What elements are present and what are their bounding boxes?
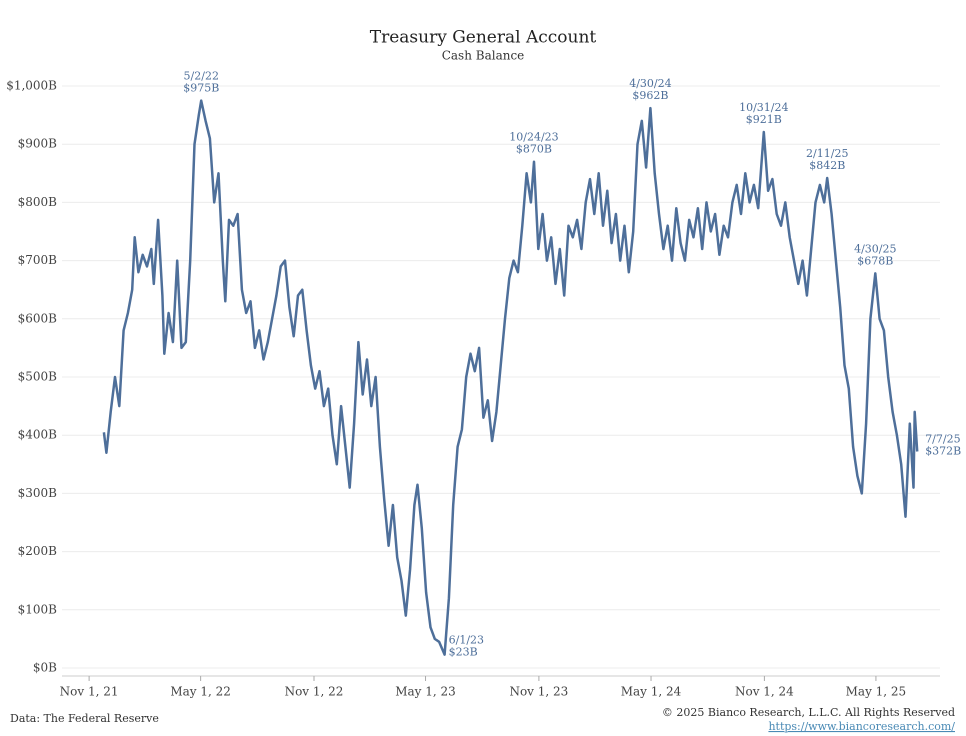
annotation-date: 10/31/24	[739, 101, 788, 114]
y-tick-label: $0B	[33, 661, 57, 675]
url[interactable]: https://www.biancoresearch.com/	[768, 720, 955, 733]
x-tick-label: May 1, 25	[846, 685, 907, 699]
x-tick-label: May 1, 24	[621, 685, 682, 699]
annotation-date: 5/2/22	[184, 70, 219, 83]
y-tick-label: $500B	[18, 370, 58, 384]
x-tick-label: Nov 1, 22	[285, 685, 344, 699]
x-tick-label: Nov 1, 21	[60, 685, 119, 699]
y-tick-label: $600B	[18, 311, 58, 325]
x-tick-label: May 1, 22	[170, 685, 231, 699]
y-tick-label: $100B	[18, 602, 58, 616]
annotation-value: $962B	[632, 89, 668, 102]
x-tick-label: Nov 1, 23	[509, 685, 568, 699]
x-tick-label: Nov 1, 24	[735, 685, 794, 699]
y-tick-label: $700B	[18, 253, 58, 267]
copyright: © 2025 Bianco Research, L.L.C. All Right…	[662, 706, 955, 719]
annotation-value: $975B	[183, 82, 219, 95]
y-tick-label: $800B	[18, 195, 58, 209]
y-tick-label: $1,000B	[6, 79, 57, 93]
chart-subtitle: Cash Balance	[442, 49, 525, 63]
annotation-date: 4/30/24	[629, 77, 671, 90]
annotation-date: 2/11/25	[806, 147, 848, 160]
annotation-value: $678B	[857, 254, 893, 267]
y-tick-label: $300B	[18, 486, 58, 500]
y-tick-label: $200B	[18, 544, 58, 558]
annotation-date: 4/30/25	[854, 242, 896, 255]
annotation-value: $372B	[925, 444, 961, 457]
y-tick-label: $400B	[18, 428, 58, 442]
y-tick-label: $900B	[18, 137, 58, 151]
source: Data: The Federal Reserve	[10, 712, 159, 725]
x-tick-label: May 1, 23	[395, 685, 456, 699]
annotation-date: 7/7/25	[925, 432, 960, 445]
annotation-date: 10/24/23	[509, 131, 558, 144]
line	[102, 99, 919, 656]
chart-title: Treasury General Account	[370, 28, 597, 48]
annotation-value: $23B	[449, 646, 478, 659]
annotation-value: $870B	[516, 143, 552, 156]
annotation-date: 6/1/23	[449, 634, 484, 647]
annotation-value: $921B	[746, 113, 782, 126]
annotation-value: $842B	[809, 159, 845, 172]
